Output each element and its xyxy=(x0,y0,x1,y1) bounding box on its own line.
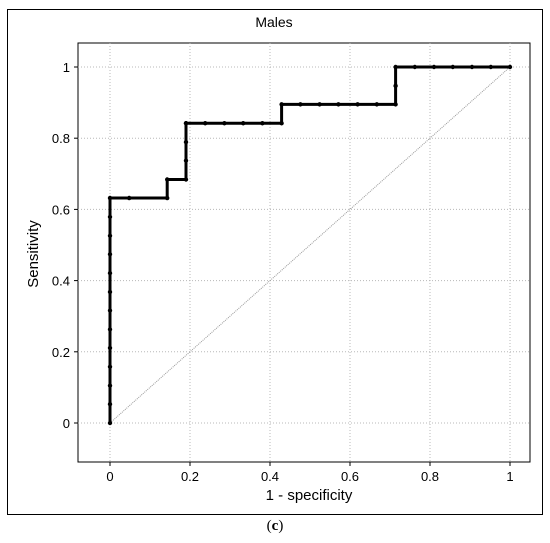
roc-point xyxy=(183,177,189,182)
roc-point xyxy=(412,64,417,70)
roc-point xyxy=(469,64,475,70)
roc-point xyxy=(279,102,284,107)
roc-point xyxy=(107,345,113,351)
y-tick-label: 1 xyxy=(63,60,70,75)
roc-point xyxy=(317,102,322,107)
roc-point xyxy=(393,83,398,89)
roc-point xyxy=(183,158,189,163)
x-tick-label: 0 xyxy=(106,469,113,484)
y-tick-label: 0.4 xyxy=(52,274,70,289)
roc-point xyxy=(393,64,398,70)
x-axis-label: 1 - specificity xyxy=(266,487,353,504)
grid xyxy=(78,43,530,462)
roc-point xyxy=(107,214,113,220)
roc-point xyxy=(203,121,208,126)
roc-point xyxy=(107,364,113,369)
y-tick-label: 0 xyxy=(63,416,70,431)
roc-point xyxy=(222,121,227,126)
roc-point xyxy=(165,177,170,182)
roc-point xyxy=(107,270,113,276)
roc-point xyxy=(507,64,513,70)
roc-point xyxy=(298,102,303,107)
roc-point xyxy=(107,308,113,313)
caption-letter: c xyxy=(271,518,279,534)
chart-frame: 0 0.2 0.4 0.6 0.8 1 0 0.2 0.4 0.6 0.8 1 Males 1 - s… xyxy=(7,9,543,515)
axis-ticks: 0 0.2 0.4 0.6 0.8 1 0 0.2 0.4 0.6 0.8 1 xyxy=(52,60,514,484)
roc-point xyxy=(183,121,189,126)
x-tick-label: 0.4 xyxy=(261,469,279,484)
chart-title: Males xyxy=(255,14,292,30)
roc-point xyxy=(450,64,455,70)
roc-point xyxy=(107,383,113,388)
roc-point xyxy=(107,327,113,332)
roc-points xyxy=(107,64,513,426)
roc-point xyxy=(241,121,246,126)
roc-chart: 0 0.2 0.4 0.6 0.8 1 0 0.2 0.4 0.6 0.8 1 Males 1 - s… xyxy=(25,14,531,504)
plot-area xyxy=(77,42,531,463)
roc-point xyxy=(107,289,113,295)
roc-point xyxy=(374,102,379,107)
y-tick-label: 0.2 xyxy=(52,345,70,360)
roc-point xyxy=(127,195,132,201)
figure-caption: (c) xyxy=(0,518,550,535)
roc-point xyxy=(393,102,398,107)
roc-point xyxy=(336,102,341,107)
roc-point xyxy=(279,121,284,126)
roc-point xyxy=(183,139,189,145)
y-tick-label: 0.8 xyxy=(52,131,70,146)
roc-point xyxy=(260,121,265,126)
roc-point xyxy=(107,233,113,238)
y-tick-label: 0.6 xyxy=(52,202,70,217)
roc-point xyxy=(107,252,113,257)
y-axis-label: Sensitivity xyxy=(25,220,42,288)
caption-close-paren: ) xyxy=(278,518,284,534)
roc-curve xyxy=(108,65,510,423)
reference-diagonal xyxy=(109,66,511,424)
roc-point xyxy=(431,64,437,70)
x-tick-label: 0.8 xyxy=(421,469,439,484)
x-tick-label: 1 xyxy=(506,469,513,484)
roc-point xyxy=(107,195,113,201)
roc-point xyxy=(107,401,113,407)
roc-point xyxy=(165,195,170,201)
roc-point xyxy=(488,64,493,70)
roc-point xyxy=(355,102,360,107)
x-tick-label: 0.2 xyxy=(181,469,199,484)
caption-open-paren: ( xyxy=(266,518,272,534)
roc-point xyxy=(107,420,113,426)
x-tick-label: 0.6 xyxy=(341,469,359,484)
